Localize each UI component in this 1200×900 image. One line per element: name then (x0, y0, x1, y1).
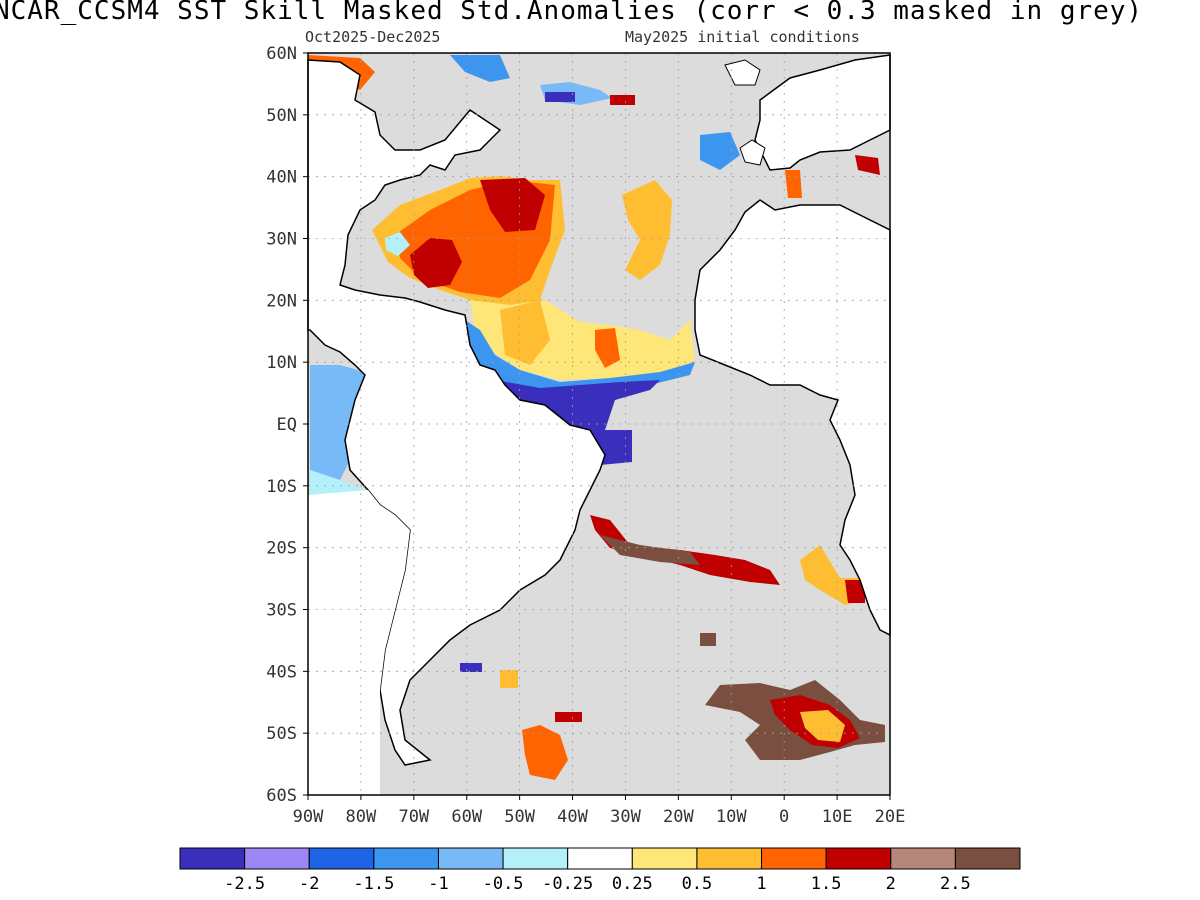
colorbar-label: 0.5 (682, 874, 713, 894)
iberia-land (739, 139, 766, 166)
colorbar-swatch (244, 847, 310, 870)
colorbar-label: -0.5 (483, 874, 524, 894)
colorbar-label: -2 (299, 874, 319, 894)
gridlines (308, 53, 890, 795)
colorbar-swatch (696, 847, 763, 870)
warm-patch-tropical-north-core (500, 300, 550, 365)
warm-spot-mediterranean (855, 155, 880, 175)
colorbar-swatch (502, 847, 569, 870)
warm-spot-south-west (555, 712, 582, 722)
map-area (307, 52, 891, 796)
lat-tick-label: 30N (266, 230, 297, 250)
lon-tick-label: 70W (398, 807, 429, 827)
colorbar: -2.5 -2 -1.5 -1 -0.5 -0.25 0.25 0.5 1 1.5 2 2.5 (179, 847, 1021, 894)
lat-tick-label: 50S (266, 724, 297, 744)
chart-title: NCAR_CCSM4 SST Skill Masked Std.Anomalie… (0, 0, 1144, 26)
warm-patch-southern-ocean-core (800, 710, 845, 742)
lat-tick-label: 50N (266, 106, 297, 126)
lon-tick-label: 0 (779, 807, 789, 827)
warm-band-south-atlantic (590, 515, 780, 585)
lon-tick-label: 10E (822, 807, 853, 827)
lat-tick-label: 60N (266, 44, 297, 64)
warm-spot-north-atlantic (610, 95, 635, 105)
lat-tick-label: EQ (277, 415, 297, 435)
africa-land (694, 199, 891, 637)
colorbar-label: -0.25 (542, 874, 593, 894)
colorbar-label: 2 (886, 874, 896, 894)
colorbar-swatch (373, 847, 439, 870)
lon-tick-label: 20E (875, 807, 906, 827)
warm-patch-benguela-core (845, 580, 865, 603)
longitude-axis: 90W 80W 70W 60W 50W 40W 30W 20W 10W 0 10E 20E (293, 795, 906, 827)
lon-tick-label: 30W (610, 807, 641, 827)
colorbar-label: 2.5 (940, 874, 971, 894)
lat-tick-label: 20N (266, 291, 297, 311)
lon-tick-label: 10W (716, 807, 747, 827)
colorbar-swatch (761, 847, 827, 870)
colorbar-swatch (631, 847, 698, 870)
colorbar-swatch (954, 847, 1021, 870)
lat-tick-label: 60S (266, 786, 297, 806)
warm-patch-strong-1 (410, 238, 462, 288)
latitude-axis: 60N 50N 40N 30N 20N 10N EQ 10S 20S 30S 40S 50S 60S (266, 44, 308, 806)
initial-conditions-label: May2025 initial conditions (625, 28, 860, 46)
colorbar-swatch (890, 847, 956, 870)
lat-tick-label: 40S (266, 662, 297, 682)
south-america-west-fill (308, 490, 410, 795)
warm-patch-tropical-spot (595, 328, 620, 368)
colorbar-swatch (567, 847, 633, 870)
season-label: Oct2025-Dec2025 (305, 28, 441, 46)
colorbar-label: 1 (756, 874, 766, 894)
lon-tick-label: 20W (663, 807, 694, 827)
colorbar-swatch (179, 847, 246, 870)
colorbar-label: 1.5 (811, 874, 842, 894)
warm-patch-central-atlantic (622, 180, 672, 280)
cold-spot-north-atlantic (545, 92, 575, 102)
warm-band-south-atlantic-strong (600, 535, 700, 565)
lon-tick-label: 80W (346, 807, 377, 827)
cool-patch-labrador (450, 55, 510, 82)
lon-tick-label: 50W (504, 807, 535, 827)
lat-tick-label: 40N (266, 168, 297, 188)
lat-tick-label: 20S (266, 539, 297, 559)
colorbar-label: -2.5 (224, 874, 265, 894)
colorbar-swatch (437, 847, 504, 870)
colorbar-label: 0.25 (612, 874, 653, 894)
colorbar-swatch (825, 847, 892, 870)
lat-tick-label: 10N (266, 353, 297, 373)
cold-patch-equatorial (495, 380, 660, 465)
lat-tick-label: 30S (266, 601, 297, 621)
land-masses (307, 54, 891, 795)
warm-spot-mid-south (700, 633, 716, 646)
lon-tick-label: 90W (293, 807, 324, 827)
lon-tick-label: 40W (557, 807, 588, 827)
cool-patch-iberia-offshore (700, 132, 740, 170)
cool-band-equatorial-north (465, 320, 695, 392)
colorbar-label: -1 (428, 874, 448, 894)
warm-patch-south-west (522, 725, 568, 780)
lon-tick-label: 60W (451, 807, 482, 827)
colorbar-swatch (308, 847, 375, 870)
cold-spot-patagonia (460, 663, 482, 672)
warm-spot-falklands (500, 670, 518, 688)
warm-patch-strong-2 (480, 178, 545, 232)
anomaly-patches (308, 55, 885, 780)
cool-spot-bahamas (385, 232, 410, 256)
britain-land (724, 59, 761, 86)
lat-tick-label: 10S (266, 477, 297, 497)
colorbar-label: -1.5 (353, 874, 394, 894)
